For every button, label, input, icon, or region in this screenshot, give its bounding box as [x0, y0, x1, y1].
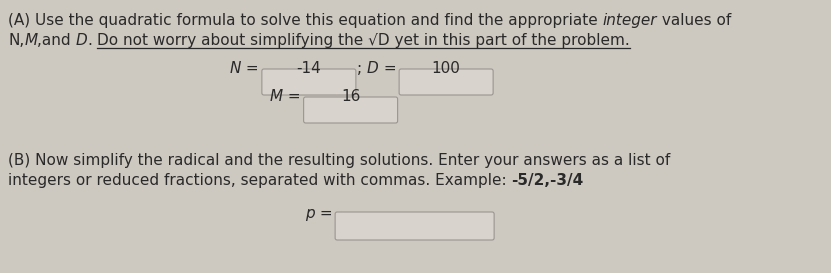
Text: D: D [366, 61, 379, 76]
Text: Do not worry about simplifying the √D yet in this part of the problem.: Do not worry about simplifying the √D ye… [97, 33, 630, 48]
FancyBboxPatch shape [262, 69, 356, 95]
Text: values of: values of [657, 13, 731, 28]
Text: 16: 16 [341, 89, 361, 104]
Text: integers or reduced fractions, separated with commas. Example:: integers or reduced fractions, separated… [8, 173, 512, 188]
Text: -5/2,-3/4: -5/2,-3/4 [512, 173, 583, 188]
Text: N: N [230, 61, 241, 76]
Text: =: = [379, 61, 401, 76]
Text: ;: ; [356, 61, 362, 76]
Text: (A) Use the quadratic formula to solve this equation and find the appropriate: (A) Use the quadratic formula to solve t… [8, 13, 602, 28]
Text: =: = [315, 206, 337, 221]
FancyBboxPatch shape [303, 97, 397, 123]
Text: D: D [76, 33, 87, 48]
Text: (B) Now simplify the radical and the resulting solutions. Enter your answers as : (B) Now simplify the radical and the res… [8, 153, 671, 168]
Text: M: M [24, 33, 37, 48]
FancyBboxPatch shape [335, 212, 494, 240]
FancyBboxPatch shape [399, 69, 493, 95]
Text: =: = [241, 61, 264, 76]
Text: p: p [305, 206, 315, 221]
Text: 100: 100 [431, 61, 460, 76]
Text: ,and: ,and [37, 33, 76, 48]
Text: =: = [283, 89, 306, 104]
Text: -14: -14 [297, 61, 322, 76]
Text: integer: integer [602, 13, 657, 28]
Text: N,: N, [8, 33, 24, 48]
Text: M: M [270, 89, 283, 104]
Text: .: . [87, 33, 97, 48]
